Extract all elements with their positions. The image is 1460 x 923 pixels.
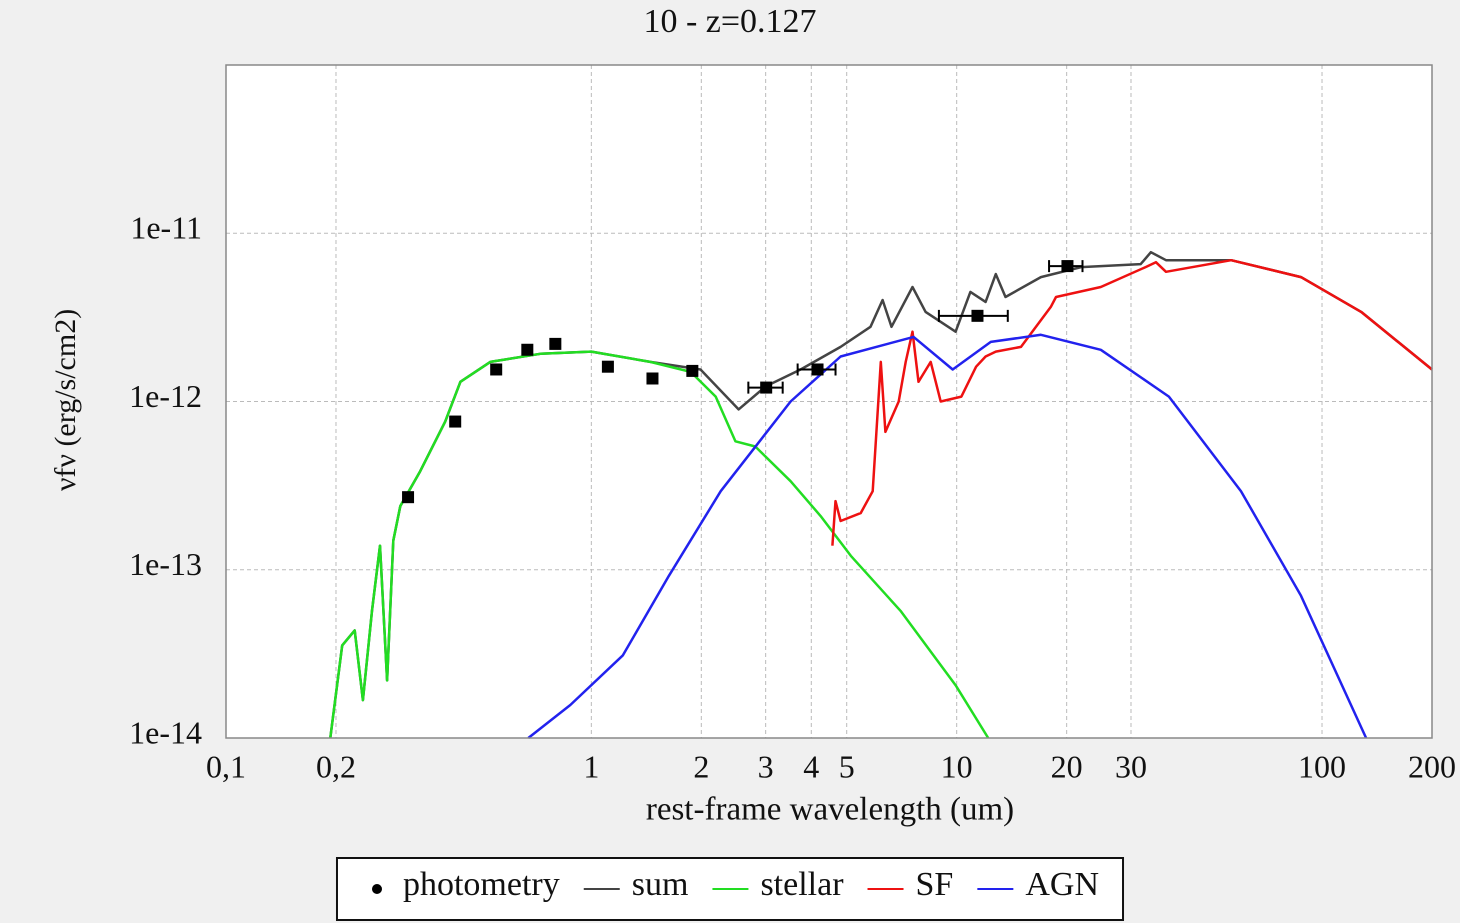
x-tick-label: 10 [941, 748, 973, 784]
legend-symbol [371, 884, 382, 894]
y-tick-label: 1e-12 [129, 378, 202, 414]
plot-frame [225, 64, 1433, 739]
data-point [971, 309, 984, 322]
data-point [402, 491, 415, 504]
data-point [490, 363, 503, 376]
legend-label: stellar [760, 866, 844, 903]
x-tick-label: 200 [1408, 748, 1456, 784]
y-tick-label: 1e-11 [130, 210, 202, 246]
legend-label: sum [632, 866, 689, 903]
legend-item: stellar [712, 866, 844, 903]
y-axis-label: νfν (erg/s/cm2) [49, 309, 82, 491]
data-point [521, 343, 534, 356]
series-line [831, 258, 1433, 546]
x-tick-label: 5 [839, 748, 855, 784]
legend-label: AGN [1025, 866, 1099, 903]
data-point [1061, 260, 1074, 273]
series-line [329, 350, 990, 739]
legend-item: photometry [371, 866, 560, 903]
data-point [646, 372, 659, 385]
legend-item: AGN [977, 866, 1099, 903]
x-tick-label: 20 [1051, 748, 1083, 784]
y-tick-label: 1e-14 [129, 714, 202, 750]
x-tick-label: 0,2 [316, 748, 356, 784]
x-tick-label: 100 [1298, 748, 1346, 784]
x-tick-label: 30 [1115, 748, 1147, 784]
legend: photometry sum stellar SF AGN [335, 857, 1125, 921]
data-point [760, 381, 773, 394]
x-tick-label: 1 [583, 748, 599, 784]
y-tick-label: 1e-13 [129, 546, 202, 582]
marks [329, 250, 1433, 739]
legend-item: sum [583, 866, 689, 903]
data-point [549, 337, 562, 350]
data-point [811, 363, 824, 376]
legend-item: SF [867, 866, 954, 903]
series-line [527, 333, 1368, 739]
chart-title: 10 - z=0.127 [643, 3, 816, 40]
x-axis-label: rest-frame wavelength (um) [646, 792, 1014, 828]
data-point [449, 415, 462, 428]
x-tick-label: 0,1 [206, 748, 246, 784]
x-tick-label: 3 [758, 748, 774, 784]
x-tick-label: 4 [803, 748, 819, 784]
data-point [601, 360, 614, 373]
x-tick-label: 2 [693, 748, 709, 784]
legend-label: photometry [403, 866, 560, 903]
legend-label: SF [916, 866, 954, 903]
data-point [686, 364, 699, 377]
